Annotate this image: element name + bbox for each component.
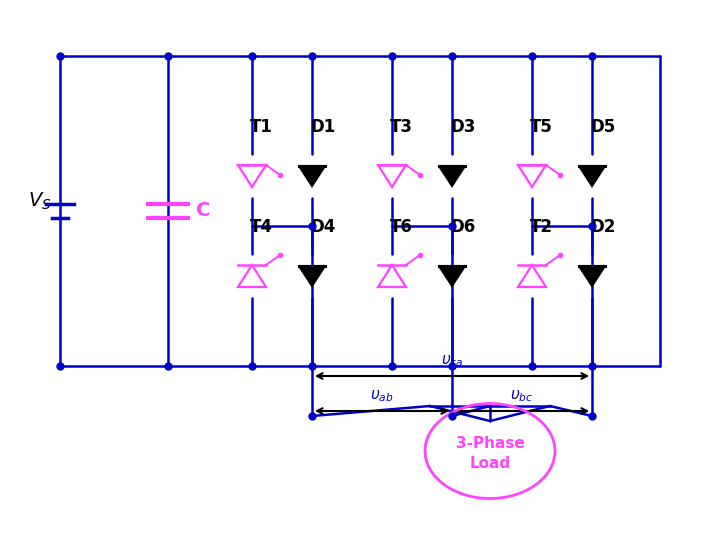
Text: D6: D6 <box>450 218 475 236</box>
Text: T5: T5 <box>530 118 553 136</box>
Text: $\upsilon_{bc}$: $\upsilon_{bc}$ <box>511 388 533 404</box>
Text: D4: D4 <box>310 218 335 236</box>
Polygon shape <box>299 266 325 286</box>
Text: 3-Phase: 3-Phase <box>455 436 524 452</box>
Polygon shape <box>439 266 465 286</box>
Text: $\upsilon_{ca}$: $\upsilon_{ca}$ <box>440 353 463 369</box>
Text: D3: D3 <box>450 118 475 136</box>
Polygon shape <box>579 166 605 186</box>
Text: T2: T2 <box>530 218 553 236</box>
Text: D5: D5 <box>590 118 615 136</box>
Text: T3: T3 <box>390 118 413 136</box>
Text: $V_S$: $V_S$ <box>29 191 52 212</box>
Text: Load: Load <box>470 456 511 472</box>
Text: T1: T1 <box>250 118 273 136</box>
Text: T6: T6 <box>390 218 413 236</box>
Text: C: C <box>196 201 210 221</box>
Polygon shape <box>579 266 605 286</box>
Text: D2: D2 <box>590 218 616 236</box>
Polygon shape <box>299 166 325 186</box>
Text: $\upsilon_{ab}$: $\upsilon_{ab}$ <box>370 388 394 404</box>
Polygon shape <box>439 166 465 186</box>
Text: T4: T4 <box>250 218 273 236</box>
Text: D1: D1 <box>310 118 335 136</box>
